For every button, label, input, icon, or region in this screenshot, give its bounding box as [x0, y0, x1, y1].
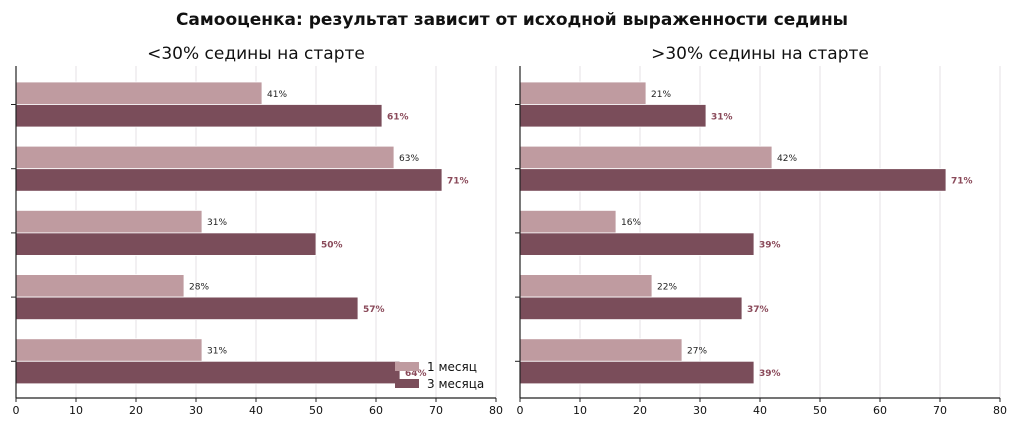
data-label-month3: 39% [759, 369, 781, 379]
x-tick-label: 70 [933, 404, 947, 417]
data-label-month1: 31% [207, 218, 227, 228]
bar-month1 [519, 145, 773, 170]
data-label-month1: 16% [621, 218, 641, 228]
x-tick-label: 50 [813, 404, 827, 417]
legend-label-month1: 1 месяц [427, 359, 477, 374]
bar-month1 [519, 338, 683, 362]
legend-swatch-month3 [395, 379, 419, 388]
x-tick-label: 10 [573, 404, 587, 417]
x-tick-label: 40 [249, 404, 263, 417]
bar-month3 [519, 360, 755, 385]
x-tick-label: 10 [69, 404, 83, 417]
data-label-month3: 37% [747, 305, 769, 315]
bar-month1 [519, 81, 647, 105]
x-tick-label: 80 [993, 404, 1007, 417]
data-label-month3: 50% [321, 241, 343, 251]
x-tick-label: 50 [309, 404, 323, 417]
data-label-month3: 57% [363, 305, 385, 315]
bar-month3 [15, 296, 359, 321]
data-label-month1: 22% [657, 282, 677, 292]
data-label-month1: 41% [267, 90, 287, 100]
data-label-month1: 28% [189, 282, 209, 292]
x-tick-label: 20 [129, 404, 143, 417]
data-label-month3: 61% [387, 112, 409, 122]
bar-month3 [519, 232, 755, 256]
bar-month3 [15, 168, 443, 192]
bar-month3 [519, 296, 743, 321]
bar-month1 [15, 145, 395, 170]
x-tick-label: 40 [753, 404, 767, 417]
data-label-month1: 21% [651, 90, 671, 100]
legend: 1 месяц 3 месяца [395, 358, 484, 392]
data-label-month3: 64% [405, 369, 427, 379]
bar-month3 [519, 168, 947, 192]
x-tick-label: 30 [693, 404, 707, 417]
bar-month3 [15, 104, 383, 128]
bar-month1 [15, 81, 263, 105]
panel-title-left: <30% седины на старте [147, 44, 365, 64]
bar-month3 [519, 104, 707, 128]
bar-month1 [519, 209, 617, 234]
bar-month3 [15, 232, 317, 256]
bar-month1 [15, 338, 203, 362]
bar-month1 [519, 274, 653, 298]
chart-suptitle: Самооценка: результат зависит от исходно… [175, 10, 849, 30]
bar-month1 [15, 209, 203, 234]
legend-item-month1: 1 месяц [395, 358, 484, 375]
data-label-month1: 31% [207, 347, 227, 357]
x-tick-label: 0 [13, 404, 20, 417]
data-label-month1: 42% [777, 154, 797, 164]
x-tick-label: 80 [489, 404, 503, 417]
x-tick-label: 60 [369, 404, 383, 417]
data-label-month1: 27% [687, 347, 707, 357]
bar-month1 [15, 274, 185, 298]
legend-item-month3: 3 месяца [395, 375, 484, 392]
x-tick-label: 60 [873, 404, 887, 417]
data-label-month3: 71% [447, 176, 469, 186]
panel-title-right: >30% седины на старте [651, 44, 869, 64]
x-tick-label: 20 [633, 404, 647, 417]
data-label-month1: 63% [399, 154, 419, 164]
x-tick-label: 30 [189, 404, 203, 417]
x-tick-label: 0 [517, 404, 524, 417]
legend-swatch-month1 [395, 362, 419, 371]
data-label-month3: 39% [759, 241, 781, 251]
bar-month3 [15, 360, 401, 385]
legend-label-month3: 3 месяца [427, 376, 485, 391]
x-tick-label: 70 [429, 404, 443, 417]
data-label-month3: 71% [951, 176, 973, 186]
data-label-month3: 31% [711, 112, 733, 122]
